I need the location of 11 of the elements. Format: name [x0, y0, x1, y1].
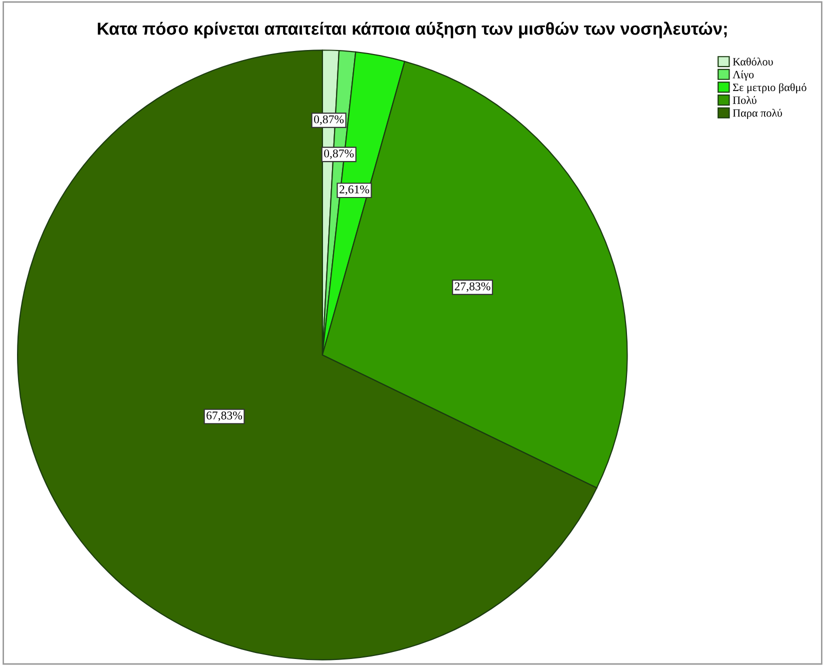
data-label: 27,83% — [454, 282, 490, 292]
legend-label: Παρα πολύ — [732, 108, 782, 120]
data-label: 2,61% — [340, 185, 370, 196]
data-label: 67,83% — [206, 411, 242, 422]
legend-label: Πολύ — [732, 96, 756, 104]
data-label: 0,87% — [314, 115, 344, 125]
legend-label: Σε μετριο βαθμό — [733, 83, 806, 94]
legend-label: Λίγο — [732, 70, 754, 81]
chart-title: Κατα πόσο κρίνεται απαιτείται κάποια αύξηση των μισθών των νοσηλευτών; — [98, 22, 727, 38]
legend-label: Καθόλου — [732, 58, 773, 66]
data-label: 0,87% — [324, 149, 354, 160]
